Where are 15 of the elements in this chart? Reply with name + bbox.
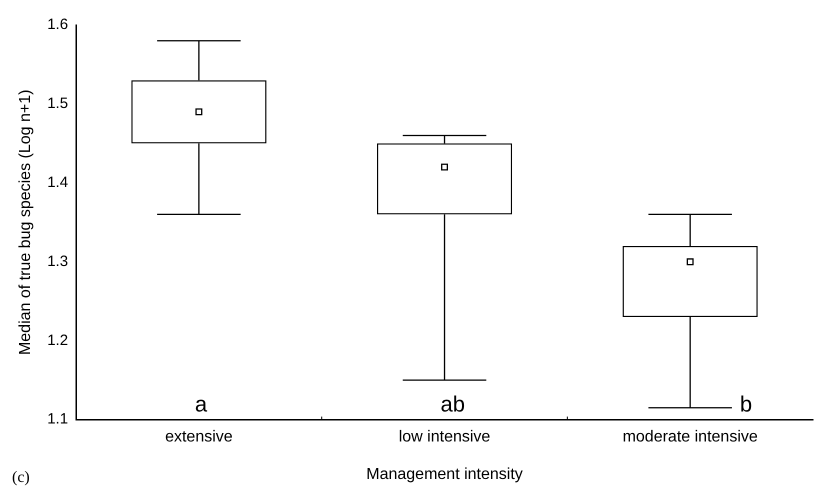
x-tick-label: moderate intensive <box>622 428 758 446</box>
y-tick-label: 1.5 <box>47 95 68 112</box>
x-axis-title: Management intensity <box>366 466 523 483</box>
annotation: b <box>740 392 752 417</box>
annotation: ab <box>440 392 466 417</box>
y-tick-label: 1.6 <box>47 16 68 34</box>
y-tick-label: 1.1 <box>47 410 68 428</box>
y-axis-title: Median of true bug species (Log n+1) <box>17 90 34 356</box>
annotation: a <box>194 392 208 417</box>
x-tick-label: low intensive <box>398 428 490 446</box>
x-tick-label: extensive <box>165 428 233 446</box>
y-tick-label: 1.4 <box>47 174 68 191</box>
y-tick-label: 1.3 <box>47 252 68 270</box>
y-tick-label: 1.2 <box>47 332 68 349</box>
text: (c) <box>12 469 30 486</box>
